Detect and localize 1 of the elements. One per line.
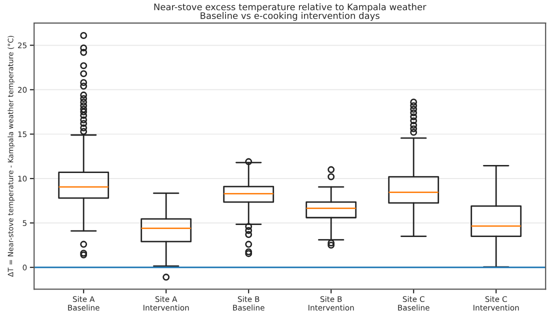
chart-title: Near-stove excess temperature relative to Kampala weather Baseline vs e-cooking intervention days <box>154 3 426 21</box>
